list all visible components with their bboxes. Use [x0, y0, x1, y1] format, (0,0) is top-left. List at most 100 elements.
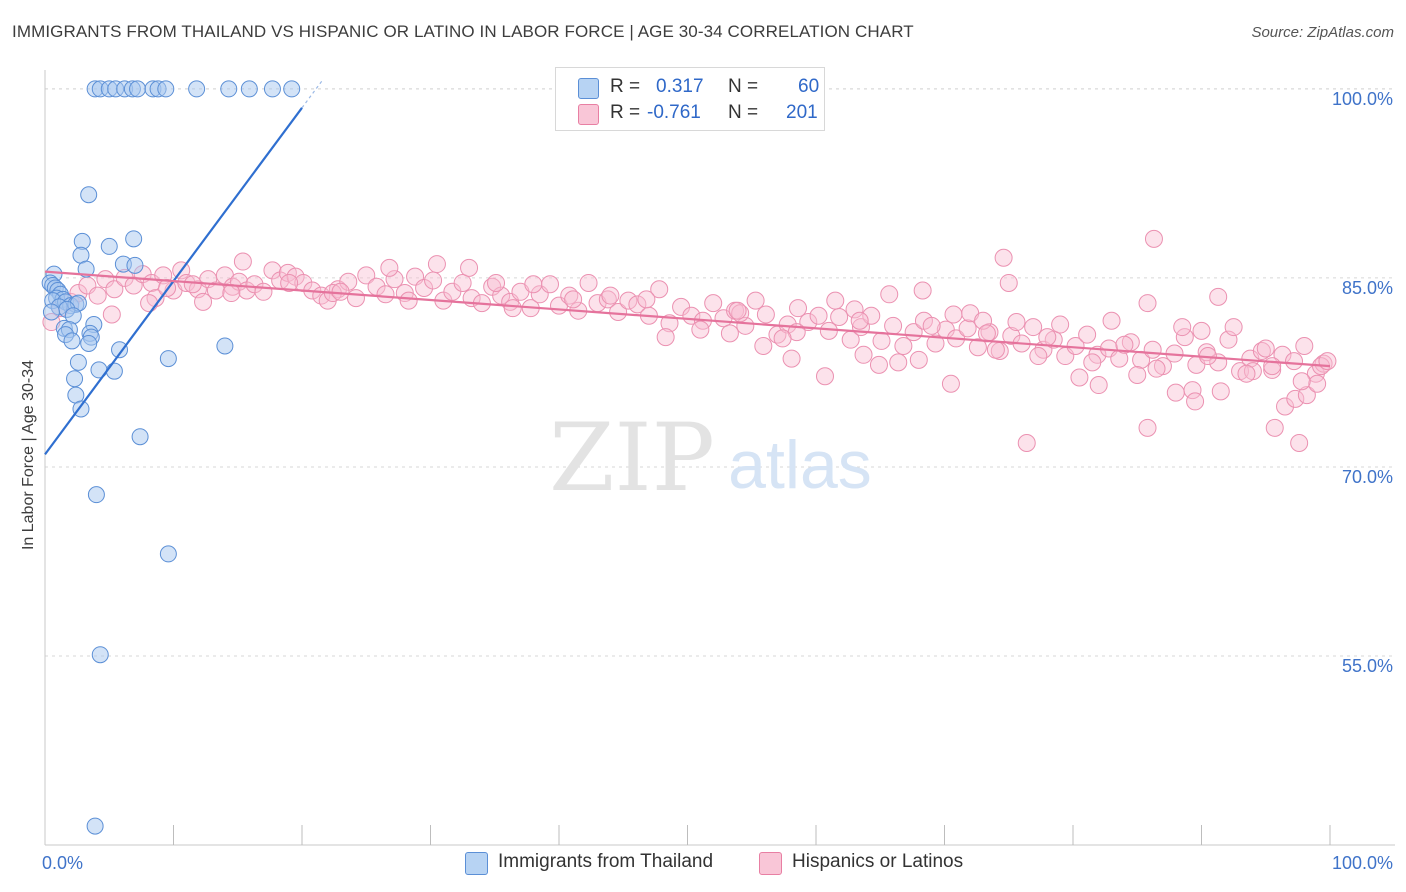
hispanics-point: [339, 272, 358, 291]
thailand-point: [131, 428, 149, 446]
hispanics-point: [1089, 376, 1108, 395]
hispanics-point: [1038, 328, 1057, 347]
hispanics-point: [1051, 315, 1070, 334]
hispanics-point: [194, 292, 213, 311]
hispanics-point: [487, 273, 506, 292]
hispanics-point: [1024, 318, 1043, 337]
hispanics-point: [999, 273, 1018, 292]
thailand-point: [159, 350, 177, 368]
hispanics-point: [376, 285, 395, 304]
hispanics-point: [926, 334, 945, 353]
x-tick-label: 0.0%: [42, 853, 83, 873]
hispanics-point: [872, 331, 891, 350]
hispanics-point: [704, 294, 723, 313]
hispanics-point: [691, 320, 710, 339]
trend-layer: [44, 79, 1331, 456]
hispanics-point: [1029, 347, 1048, 366]
thailand-point: [63, 332, 81, 350]
hispanics-point: [579, 273, 598, 292]
hispanics-point: [609, 302, 628, 321]
hispanics-point: [564, 290, 583, 309]
thailand-point: [42, 303, 60, 321]
hispanics-point: [263, 261, 282, 280]
hispanics-point: [1138, 294, 1157, 313]
hispanics-point: [424, 271, 443, 290]
thailand-point: [86, 817, 104, 835]
hispanics-point: [331, 282, 350, 301]
hispanics-point: [1186, 392, 1205, 411]
thailand-point: [77, 260, 95, 278]
legend-label-thailand: Immigrants from Thailand: [498, 851, 714, 872]
hispanics-point: [909, 350, 928, 369]
thailand-point: [80, 186, 98, 204]
hispanics-point: [977, 324, 996, 343]
hispanics-point: [650, 280, 669, 299]
hispanics-point: [819, 321, 838, 340]
hispanics-point: [958, 319, 977, 338]
hispanics-point: [913, 281, 932, 300]
hispanics-point: [1276, 397, 1295, 416]
hispanics-point: [503, 299, 522, 318]
hispanics-point: [1078, 325, 1097, 344]
thailand-trendline-extension: [301, 79, 324, 109]
hispanics-point: [233, 252, 252, 271]
hispanics-point: [140, 294, 159, 313]
hispanics-point: [628, 295, 647, 314]
n-label: N =: [728, 76, 759, 97]
hispanics-point: [746, 291, 765, 310]
hispanics-point: [782, 349, 801, 368]
hispanics-point: [1070, 368, 1089, 387]
axis-layer: [44, 70, 1395, 846]
hispanics-point: [619, 291, 638, 310]
tick-labels: 55.0% 70.0% 85.0% 100.0% 0.0% 100.0%: [42, 89, 1393, 873]
thailand-point: [240, 80, 258, 98]
thailand-point: [91, 646, 109, 664]
hispanics-point: [105, 280, 124, 299]
hispanics-point: [1007, 313, 1026, 332]
hispanics-point: [756, 305, 775, 324]
hispanics-point: [1256, 339, 1275, 358]
thailand-point: [80, 334, 98, 352]
hispanics-point: [1237, 364, 1256, 383]
thailand-swatch: [578, 78, 599, 99]
hispanics-point: [884, 316, 903, 335]
hispanics-point: [222, 284, 241, 303]
thailand-point: [100, 237, 118, 255]
hispanics-point: [1211, 382, 1230, 401]
hispanics-point: [427, 255, 446, 274]
hispanics-point: [728, 301, 747, 320]
series-legend: Immigrants from Thailand Hispanics or La…: [0, 851, 1406, 877]
n-value: 201: [786, 102, 818, 123]
n-label: N =: [728, 102, 759, 123]
hispanics-point: [1224, 318, 1243, 337]
hispanics-point: [754, 336, 773, 355]
hispanics-point: [346, 289, 365, 308]
hispanics-point: [986, 340, 1005, 359]
n-value: 60: [798, 76, 820, 97]
hispanics-point: [1265, 418, 1284, 437]
hispanics-point: [601, 286, 620, 305]
x-tick-label: 100.0%: [1332, 853, 1393, 873]
hispanics-point: [922, 316, 941, 335]
hispanics-point: [1138, 418, 1157, 437]
r-label: R =: [610, 76, 641, 97]
hispanics-point: [1166, 383, 1185, 402]
thailand-point: [129, 80, 147, 98]
chart-source: Source: ZipAtlas.com: [1251, 24, 1394, 41]
r-value: 0.317: [656, 76, 704, 97]
legend-label-hispanics: Hispanics or Latinos: [792, 851, 964, 872]
hispanics-point: [1297, 386, 1316, 405]
thailand-legend-swatch: [465, 852, 488, 875]
hispanics-point: [1295, 336, 1314, 355]
hispanics-point: [541, 275, 560, 294]
hispanics-point: [88, 286, 107, 305]
hispanics-point: [1143, 340, 1162, 359]
hispanics-point: [1286, 389, 1305, 408]
hispanics-point: [862, 306, 881, 325]
hispanics-point: [524, 275, 543, 294]
hispanics-point: [1192, 321, 1211, 340]
hispanics-point: [1308, 374, 1327, 393]
hispanics-point: [889, 353, 908, 372]
hispanics-point: [1115, 335, 1134, 354]
